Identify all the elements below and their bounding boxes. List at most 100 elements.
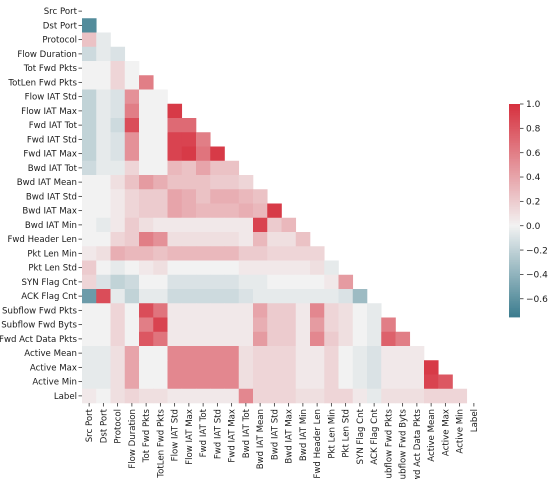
heatmap-cell: [167, 331, 183, 347]
heatmap-cell: [267, 346, 282, 361]
heatmap-cell: [124, 274, 140, 290]
heatmap-cell: [181, 189, 197, 204]
heatmap-cell: [96, 260, 111, 276]
heatmap-cell: [110, 203, 126, 219]
heatmap-cell: [324, 303, 339, 318]
heatmap-cell: [124, 75, 140, 90]
heatmap-cell: [167, 146, 183, 162]
heatmap-cell: [367, 346, 382, 361]
x-tick-label: Fwd Act Data Pkts: [413, 408, 423, 479]
heatmap-cell: [238, 217, 254, 233]
colorbar-segment: [509, 208, 520, 211]
heatmap-cell: [139, 360, 154, 375]
heatmap-cell: [167, 317, 183, 333]
colorbar-segment: [509, 116, 520, 119]
heatmap-cell: [338, 317, 354, 333]
heatmap-cell: [253, 388, 268, 404]
y-tick-label: Bwd IAT Mean: [17, 178, 77, 188]
heatmap-cell: [82, 260, 97, 276]
heatmap-cell: [196, 260, 211, 276]
heatmap-cell: [196, 374, 211, 390]
colorbar-segment: [509, 203, 520, 206]
heatmap-cell: [253, 331, 268, 347]
heatmap-cell: [409, 388, 425, 404]
x-tick-label: Flow IAT Max: [185, 409, 195, 465]
heatmap-cell: [196, 331, 211, 347]
heatmap-cell: [110, 132, 126, 147]
colorbar-segment: [509, 182, 520, 185]
colorbar-segment: [509, 309, 520, 313]
heatmap-cell: [295, 232, 311, 247]
colorbar-segment: [509, 306, 520, 309]
colorbar-segment: [509, 214, 520, 217]
heatmap-cell: [210, 317, 225, 333]
heatmap-cell: [324, 388, 339, 404]
colorbar-segment: [509, 157, 520, 160]
heatmap-cell: [238, 203, 254, 219]
heatmap-cell: [110, 103, 126, 119]
colorbar-segment: [509, 261, 520, 265]
heatmap-cell: [153, 331, 168, 347]
colorbar-segment: [509, 281, 520, 284]
colorbar-tick-label: 0.8: [526, 125, 541, 135]
heatmap-cell: [310, 331, 325, 347]
colorbar-segment: [509, 148, 520, 151]
heatmap-cells: [82, 18, 468, 404]
heatmap-cell: [167, 203, 183, 219]
heatmap-cell: [181, 374, 197, 390]
heatmap-cell: [409, 360, 425, 375]
heatmap-cell: [295, 374, 311, 390]
heatmap-cell: [196, 189, 211, 204]
heatmap-cell: [153, 317, 168, 333]
heatmap-cell: [82, 32, 97, 48]
heatmap-cell: [110, 331, 126, 347]
heatmap-cell: [82, 160, 97, 176]
heatmap-cell: [210, 360, 225, 375]
heatmap-cell: [167, 118, 183, 133]
heatmap-cell: [267, 217, 282, 233]
heatmap-cell: [238, 374, 254, 390]
y-tick-label: Protocol: [42, 36, 77, 46]
heatmap-cell: [281, 360, 297, 375]
heatmap-cell: [139, 118, 154, 133]
heatmap-cell: [224, 246, 240, 261]
heatmap-cell: [124, 346, 140, 361]
heatmap-cell: [124, 246, 140, 261]
colorbar-segment: [509, 212, 520, 215]
heatmap-cell: [281, 374, 297, 390]
heatmap-cell: [82, 331, 97, 347]
y-tick-label: Label: [54, 392, 77, 402]
heatmap-cell: [110, 260, 126, 276]
colorbar-segment: [509, 226, 520, 229]
colorbar-segment: [509, 270, 520, 274]
y-tick-label: TotLen Fwd Pkts: [7, 78, 77, 88]
y-tick-label: Bwd IAT Max: [22, 207, 77, 217]
colorbar-segment: [509, 178, 520, 181]
colorbar-segment: [509, 155, 520, 158]
heatmap-cell: [110, 303, 126, 318]
colorbar-segment: [509, 247, 520, 250]
heatmap-cell: [253, 189, 268, 204]
heatmap-cell: [124, 89, 140, 105]
x-tick-label: Bwd IAT Max: [285, 409, 295, 464]
heatmap-cell: [295, 260, 311, 276]
y-tick-label: Tot Fwd Pkts: [23, 64, 78, 74]
heatmap-cell: [181, 331, 197, 347]
heatmap-cell: [82, 46, 97, 62]
heatmap-cell: [96, 75, 111, 90]
heatmap-cell: [452, 388, 468, 404]
heatmap-cell: [139, 160, 154, 176]
x-tick-label: Bwd IAT Tot: [242, 408, 252, 458]
colorbar-segment: [509, 164, 520, 167]
colorbar-segment: [509, 313, 520, 316]
heatmap-cell: [96, 146, 111, 162]
heatmap-cell: [82, 274, 97, 290]
x-tick-label: Dst Port: [99, 408, 109, 443]
heatmap-cell: [167, 374, 183, 390]
colorbar-segment: [509, 187, 520, 190]
colorbar-segment: [509, 151, 520, 155]
colorbar-segment: [509, 143, 520, 146]
heatmap-cell: [210, 189, 225, 204]
heatmap-cell: [210, 146, 225, 162]
colorbar-segment: [509, 199, 520, 203]
